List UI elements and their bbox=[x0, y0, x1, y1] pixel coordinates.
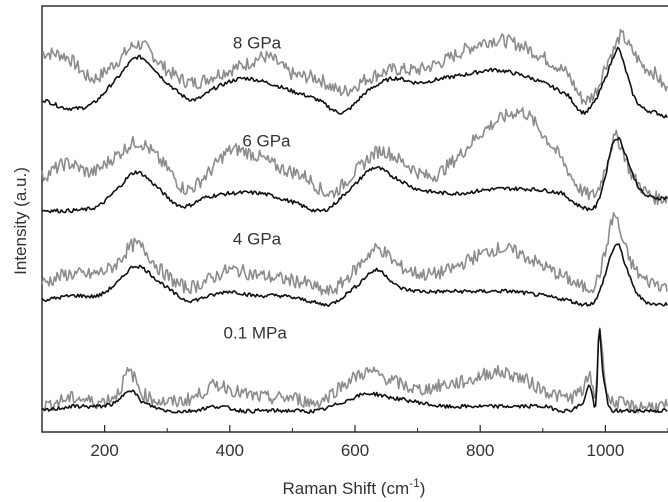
x-tick-label: 200 bbox=[90, 441, 118, 460]
x-tick-label: 800 bbox=[466, 441, 494, 460]
plot-frame bbox=[41, 5, 668, 433]
series-black-line bbox=[41, 243, 668, 307]
x-tick-label: 1000 bbox=[586, 441, 624, 460]
series-black-line bbox=[41, 136, 668, 214]
label-layer: 8 GPa 6 GPa 4 GPa 0.1 MPa bbox=[224, 34, 292, 343]
pressure-label: 0.1 MPa bbox=[224, 323, 288, 342]
x-tick-label: 600 bbox=[341, 441, 369, 460]
series-gray-line bbox=[41, 327, 668, 414]
x-tick-label: 400 bbox=[216, 441, 244, 460]
axes: 200 400 600 800 1000 bbox=[41, 5, 668, 460]
series-black-line bbox=[41, 46, 668, 119]
pressure-label: 6 GPa bbox=[242, 132, 291, 151]
y-axis-title: Intensity (a.u.) bbox=[11, 167, 30, 275]
series-gray-line bbox=[41, 107, 668, 206]
x-axis-title: Raman Shift (cm-1) bbox=[283, 476, 426, 498]
pressure-label: 8 GPa bbox=[233, 34, 282, 53]
series-layer bbox=[41, 28, 668, 414]
series-black-line bbox=[41, 328, 668, 414]
series-gray-line bbox=[41, 28, 668, 105]
series-gray-line bbox=[41, 212, 668, 296]
pressure-label: 4 GPa bbox=[233, 230, 282, 249]
